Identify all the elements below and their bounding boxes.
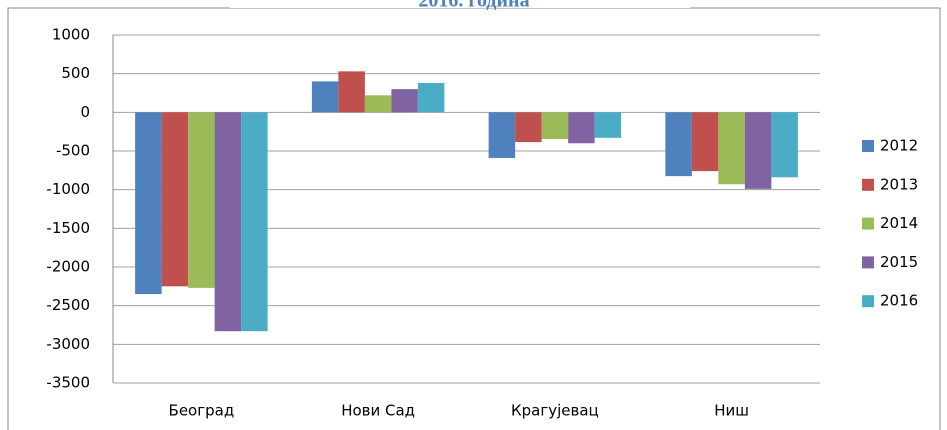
legend-label: 2012	[880, 137, 918, 155]
bar	[417, 82, 445, 113]
y-tick-label: -3000	[46, 335, 90, 353]
legend-label: 2013	[880, 175, 918, 193]
title-background	[230, 0, 690, 8]
bar	[488, 112, 516, 158]
y-tick-label: -3500	[46, 374, 90, 392]
bar	[364, 95, 392, 113]
bar	[541, 112, 569, 140]
legend-swatch	[862, 178, 874, 191]
y-tick-label: -2500	[46, 296, 90, 314]
y-tick-label: 500	[61, 64, 90, 82]
legend-swatch	[862, 256, 874, 269]
y-tick-label: -500	[56, 142, 90, 160]
bar	[188, 112, 215, 288]
bar	[771, 112, 798, 178]
chart-title: 2016. година	[418, 0, 529, 12]
y-tick-label: -1500	[46, 219, 90, 237]
x-tick-label: Крагујевац	[511, 402, 599, 420]
bar	[161, 112, 189, 287]
y-tick-label: 0	[80, 103, 90, 121]
bar	[594, 112, 622, 138]
legend-swatch	[862, 295, 874, 308]
bar	[241, 112, 268, 332]
legend-label: 2014	[880, 214, 918, 232]
bar	[311, 81, 339, 113]
legend-label: 2015	[880, 253, 918, 271]
legend-label: 2016	[880, 292, 918, 310]
bar	[391, 89, 418, 113]
bar	[214, 112, 242, 332]
bar	[691, 112, 719, 172]
x-tick-label: Нови Сад	[341, 402, 415, 420]
bar	[744, 112, 772, 189]
bar	[135, 112, 162, 295]
y-tick-label: 1000	[52, 26, 90, 44]
bar	[515, 112, 542, 143]
x-tick-label: Ниш	[714, 402, 749, 420]
x-tick-label: Београд	[169, 402, 235, 420]
legend-swatch	[862, 140, 874, 152]
bar	[665, 112, 692, 177]
bar	[568, 112, 595, 144]
legend-swatch	[862, 217, 874, 230]
bar	[338, 71, 365, 113]
y-tick-label: -1000	[46, 180, 90, 198]
y-tick-label: -2000	[46, 258, 90, 276]
bar	[718, 112, 745, 185]
